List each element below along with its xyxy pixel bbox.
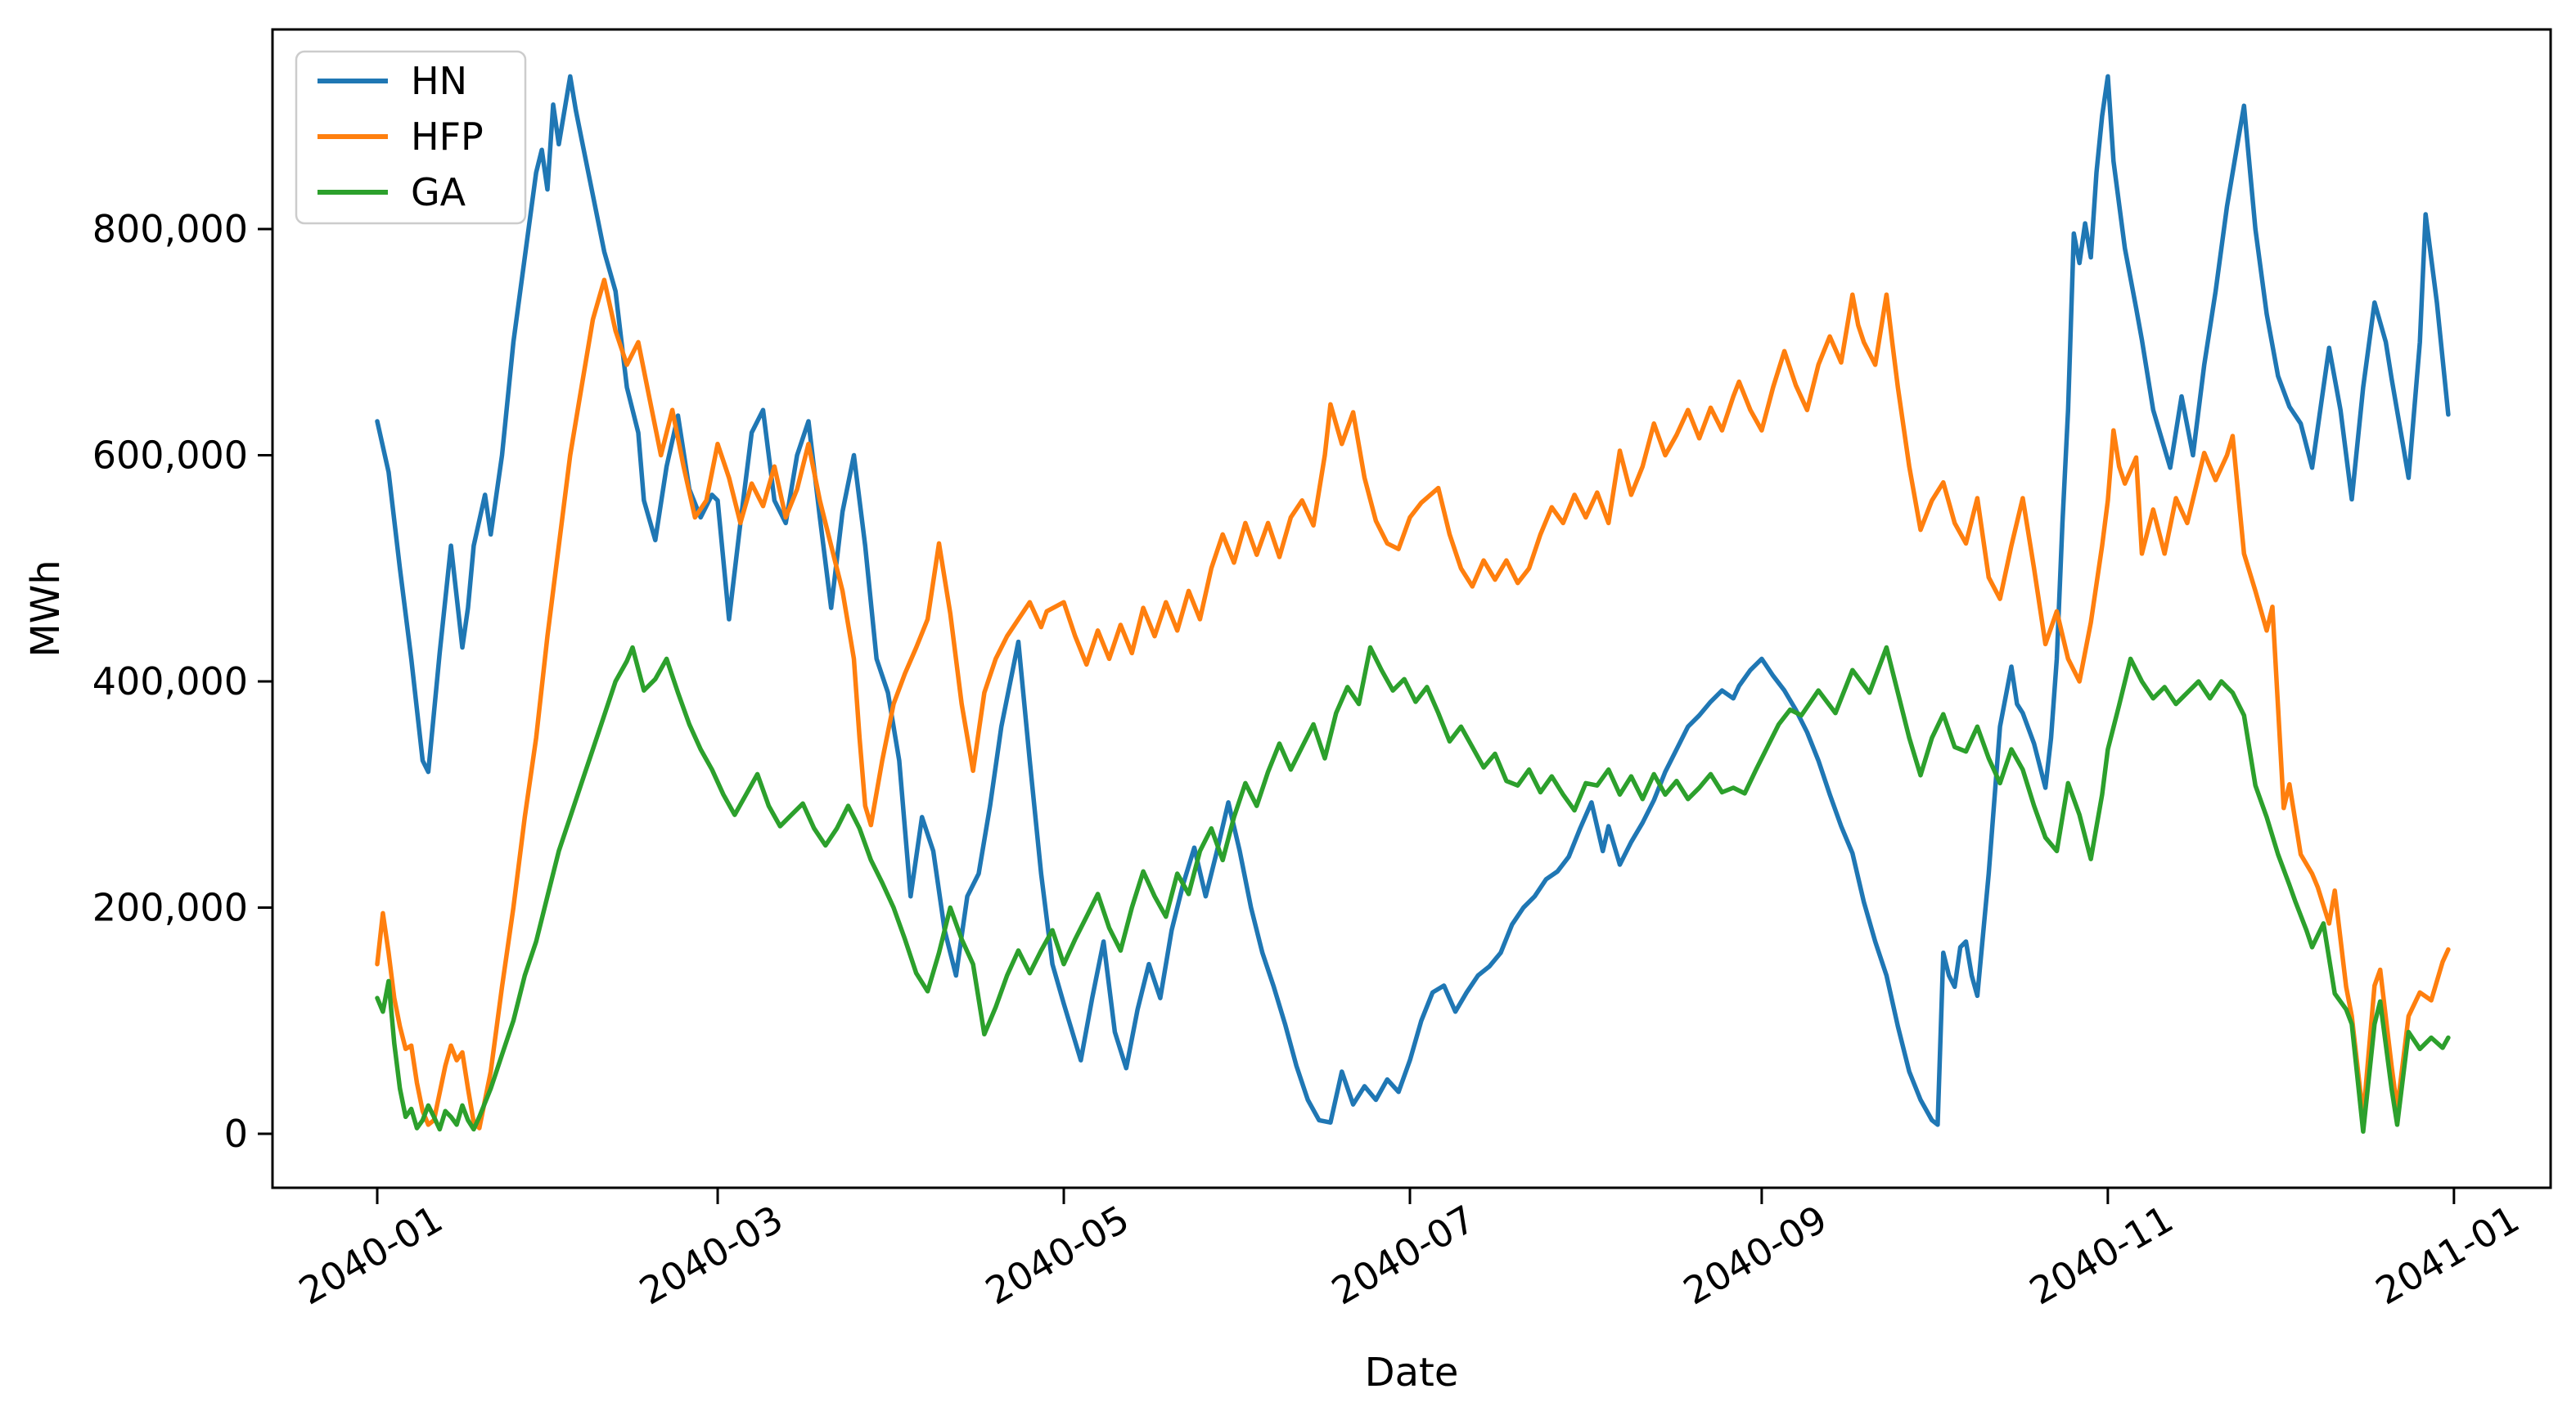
x-tick-label: 2040-09: [1676, 1197, 1834, 1314]
y-tick-label: 600,000: [92, 434, 248, 478]
y-tick-label: 800,000: [92, 207, 248, 251]
y-tick-label: 200,000: [92, 886, 248, 930]
legend-box: [295, 50, 527, 225]
y-tick-label: 400,000: [92, 659, 248, 704]
legend-item-hn: HN: [317, 59, 467, 103]
series-lines: [375, 74, 2451, 1134]
series-line-ga: [375, 645, 2451, 1134]
legend-item-hfp: HFP: [317, 115, 484, 159]
x-tick-label: 2040-05: [978, 1197, 1136, 1314]
y-axis: 0 200,000 400,000 600,000 800,000: [92, 207, 272, 1156]
legend-item-ga: GA: [317, 170, 466, 214]
plot-area: [271, 28, 2552, 1189]
x-tick-label: 2040-11: [2022, 1197, 2180, 1314]
x-axis: 2040-01 2040-03 2040-05 2040-07 2040-09 2040-…: [291, 1188, 2527, 1314]
legend-label-hn: HN: [411, 59, 467, 103]
x-tick-label: 2040-07: [1324, 1197, 1482, 1314]
y-axis-label: MWh: [23, 560, 69, 657]
series-line-hfp: [375, 277, 2451, 1131]
y-tick-label: 0: [224, 1112, 248, 1156]
series-line-hn: [375, 74, 2451, 1127]
x-tick-label: 2040-01: [291, 1197, 449, 1314]
legend: HN HFP GA: [295, 50, 527, 225]
x-tick-label: 2040-03: [632, 1197, 790, 1314]
x-tick-label: 2041-01: [2368, 1197, 2526, 1314]
x-axis-label: Date: [1365, 1350, 1459, 1396]
legend-label-ga: GA: [411, 170, 466, 214]
legend-label-hfp: HFP: [411, 115, 484, 159]
